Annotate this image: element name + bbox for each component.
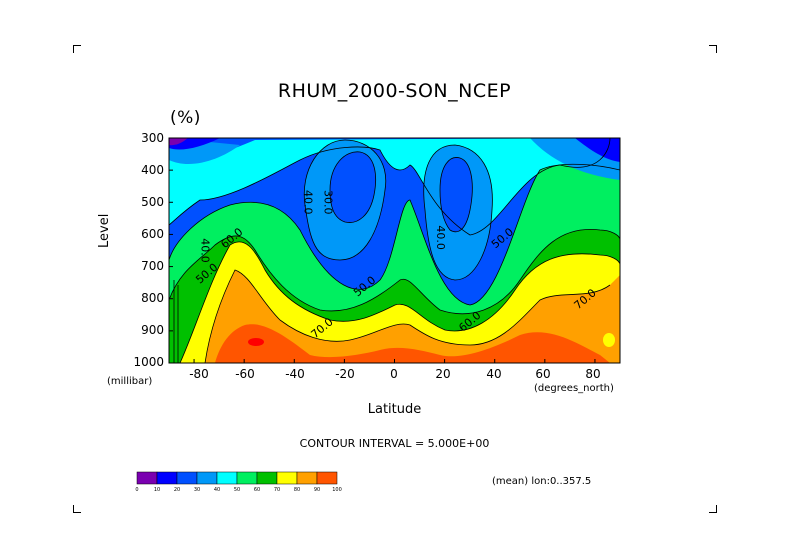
- colorbar-swatch: [296, 471, 318, 485]
- y-tick-label: 1000: [133, 355, 164, 369]
- x-tick-label: 0: [390, 367, 398, 381]
- contour-label: 40.0: [301, 190, 314, 215]
- contour-line: [303, 139, 387, 261]
- y-tick-label: 700: [141, 259, 164, 273]
- contour-line: [169, 163, 620, 306]
- colorbar-label: 90: [314, 487, 320, 493]
- axis-ticks: [169, 137, 596, 364]
- x-tick-label: -20: [335, 367, 355, 381]
- x-tick-label: 40: [486, 367, 502, 381]
- colorbar-labels: 0 10 20 30 40 50 60 70 80 90 100: [135, 487, 341, 493]
- x-tick-label: -40: [285, 367, 305, 381]
- x-axis-label: Latitude: [367, 402, 422, 417]
- y-tick-label: 300: [141, 131, 164, 145]
- contour-band-upper-right-core: [575, 138, 620, 162]
- colorbar-swatch: [196, 471, 218, 485]
- contour-band-40-50: [169, 138, 610, 235]
- crop-mark-top-right: [709, 45, 717, 53]
- contour-band-0-10: [169, 138, 188, 146]
- crop-mark-bottom-right: [709, 505, 717, 513]
- colorbar-label: 40: [214, 487, 220, 493]
- colorbar-label: 0: [135, 487, 138, 493]
- x-tick-label: -60: [235, 367, 255, 381]
- x-tick-label: -80: [189, 367, 209, 381]
- contour-line: [439, 157, 473, 233]
- chart-title: RHUM_2000-SON_NCEP: [277, 80, 512, 102]
- colorbar-label: 30: [194, 487, 200, 493]
- y-tick-label: 900: [141, 323, 164, 337]
- contour-lines: [169, 138, 620, 363]
- colorbar-label: 70: [274, 487, 280, 493]
- x-units-label: (degrees_north): [534, 383, 614, 394]
- x-tick-label: 80: [585, 367, 601, 381]
- contour-line: [423, 144, 493, 281]
- colorbar-label: 60: [254, 487, 260, 493]
- contour-line: [204, 269, 611, 363]
- y-tick-label: 500: [141, 195, 164, 209]
- contour-band-20-30-core-1: [330, 151, 376, 223]
- colorbar-label: 20: [174, 487, 180, 493]
- contour-band-20-30-core-2: [440, 157, 473, 232]
- crop-mark-top-left: [73, 45, 81, 53]
- y-units-label: (millibar): [107, 376, 153, 387]
- colorbar-swatch: [176, 471, 198, 485]
- colorbar-label: 80: [294, 487, 300, 493]
- colorbar-swatch: [316, 471, 338, 485]
- contour-band-90-100: [215, 324, 610, 363]
- colorbar-swatch: [136, 471, 158, 485]
- y-tick-label: 600: [141, 227, 164, 241]
- mean-lon-text: (mean) lon:0..357.5: [492, 476, 592, 487]
- colorbar-label: 100: [332, 487, 342, 493]
- contour-spot-right: [603, 333, 615, 347]
- colorbar-swatch: [276, 471, 298, 485]
- contour-interval-text: CONTOUR INTERVAL = 5.000E+00: [299, 437, 490, 450]
- contour-line: [169, 138, 611, 236]
- contour-line: [179, 241, 620, 363]
- y-tick-label: 400: [141, 163, 164, 177]
- colorbar-swatch: [156, 471, 178, 485]
- colorbar-swatch: [256, 471, 278, 485]
- crop-mark-bottom-left: [73, 505, 81, 513]
- contour-label: 40.0: [434, 225, 447, 250]
- units-label: (%): [170, 108, 201, 128]
- colorbar-swatch: [216, 471, 238, 485]
- x-tick-label: 60: [535, 367, 551, 381]
- x-tick-label: 20: [435, 367, 451, 381]
- colorbar-swatches: [136, 471, 338, 485]
- contour-line: [329, 151, 377, 223]
- contour-label: 30.0: [321, 190, 334, 215]
- colorbar-label: 10: [154, 487, 160, 493]
- contour-label: 40.0: [199, 238, 212, 263]
- y-tick-label: 800: [141, 291, 164, 305]
- contour-line: [169, 228, 620, 315]
- contour-band-max: [248, 338, 264, 346]
- colorbar-label: 50: [234, 487, 240, 493]
- colorbar-swatch: [236, 471, 258, 485]
